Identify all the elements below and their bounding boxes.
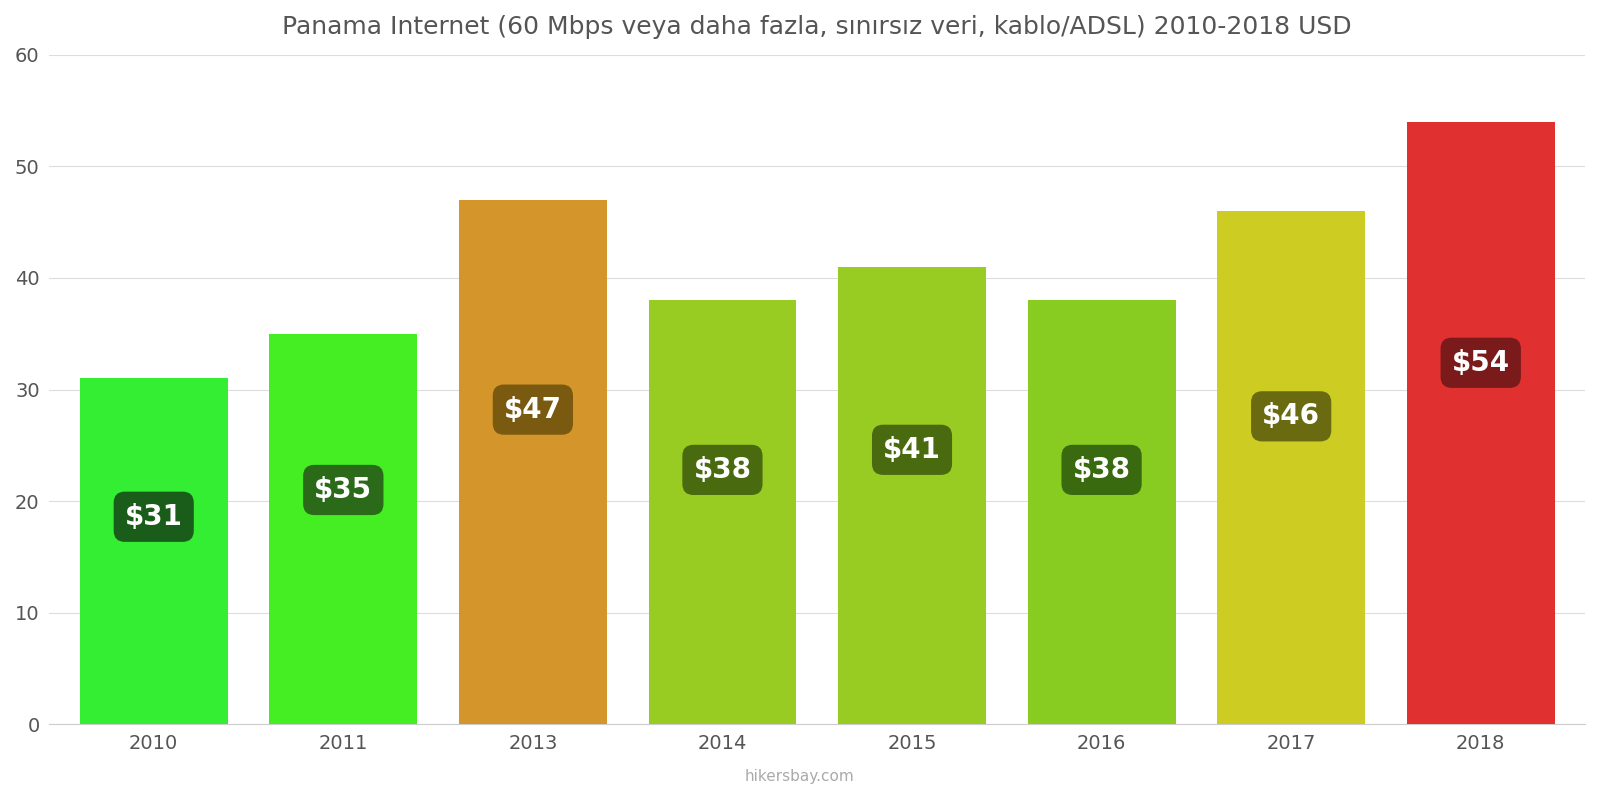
Bar	[1218, 211, 1365, 724]
Bar	[648, 300, 797, 724]
Text: hikersbay.com: hikersbay.com	[746, 769, 854, 784]
Bar	[80, 378, 227, 724]
Text: $35: $35	[314, 476, 373, 504]
Text: $54: $54	[1451, 349, 1510, 377]
Text: $31: $31	[125, 502, 182, 530]
Text: $38: $38	[1072, 456, 1131, 484]
Bar	[269, 334, 418, 724]
Title: Panama Internet (60 Mbps veya daha fazla, sınırsız veri, kablo/ADSL) 2010-2018 U: Panama Internet (60 Mbps veya daha fazla…	[283, 15, 1352, 39]
Text: $47: $47	[504, 396, 562, 424]
Bar	[459, 200, 606, 724]
Bar	[838, 267, 986, 724]
Text: $46: $46	[1262, 402, 1320, 430]
Bar	[1027, 300, 1176, 724]
Text: $38: $38	[693, 456, 752, 484]
Text: $41: $41	[883, 436, 941, 464]
Bar	[1406, 122, 1555, 724]
